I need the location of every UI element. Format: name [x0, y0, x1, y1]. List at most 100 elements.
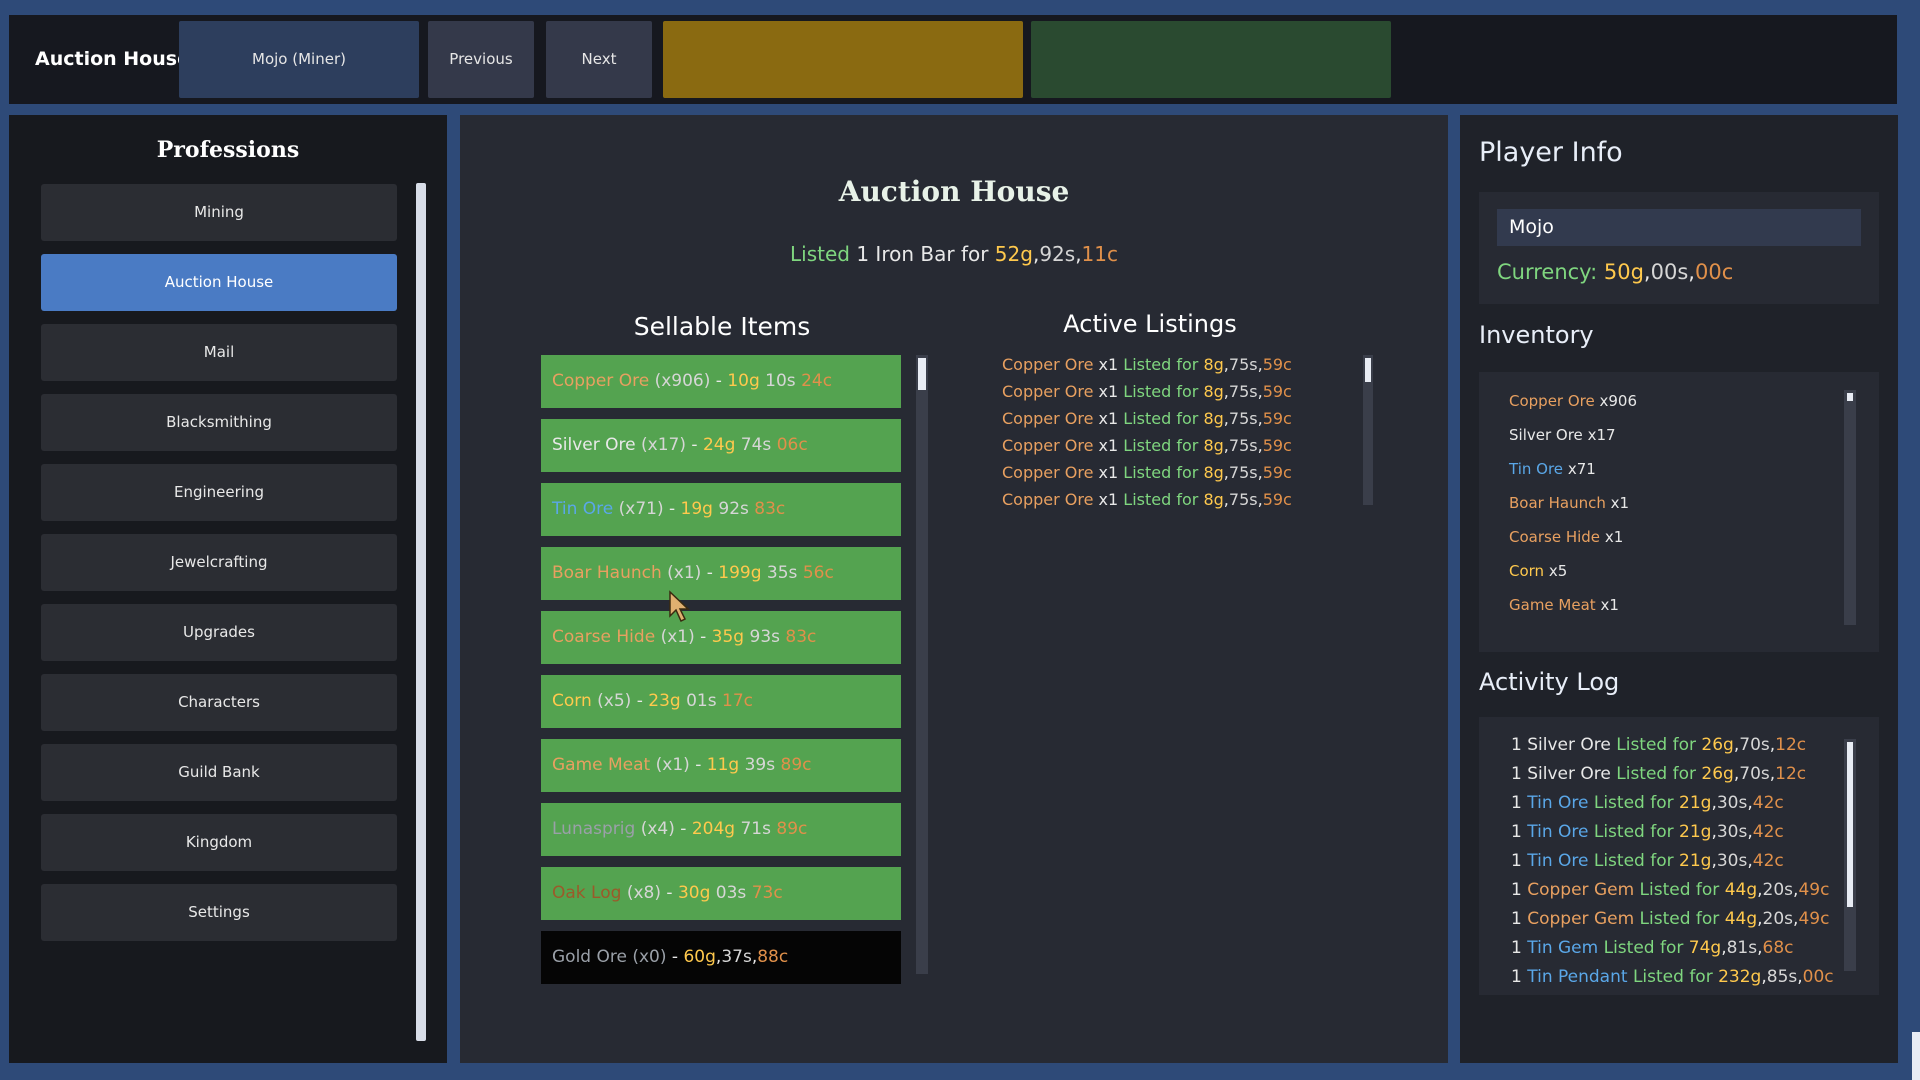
active-listing-status: Listed	[1123, 490, 1172, 509]
gold-block	[663, 21, 1023, 98]
activity-entry-status: Listed	[1639, 909, 1691, 929]
active-listing-row[interactable]: Copper Ore x1 Listed for 8g,75s,59c	[1002, 355, 1292, 374]
profession-item-engineering[interactable]: Engineering	[41, 464, 397, 521]
activity-entry-item: Copper Gem	[1527, 880, 1635, 900]
activity-entry-for: for	[1695, 880, 1720, 900]
sellable-scroll-thumb[interactable]	[918, 358, 926, 390]
profession-item-jewelcrafting[interactable]: Jewelcrafting	[41, 534, 397, 591]
professions-scrollbar[interactable]	[416, 183, 426, 1041]
activity-entry-copper: 12c	[1775, 764, 1807, 784]
active-listing-name: Copper Ore	[1002, 463, 1094, 482]
inventory-item[interactable]: Boar Haunch x1	[1509, 486, 1637, 520]
sellable-item[interactable]: Gold Ore (x0) - 60g,37s,88c	[541, 931, 901, 984]
next-button[interactable]: Next	[546, 21, 652, 98]
active-listing-silver: 75s	[1228, 490, 1258, 509]
sellable-item[interactable]: Coarse Hide (x1) - 35g 93s 83c	[541, 611, 901, 664]
profession-item-upgrades[interactable]: Upgrades	[41, 604, 397, 661]
activity-entry-gold: 21g	[1679, 851, 1712, 871]
activity-log-scroll-thumb[interactable]	[1847, 742, 1853, 907]
active-listing-silver: 75s	[1228, 409, 1258, 428]
professions-panel: Professions Mining Auction House Mail Black…	[9, 115, 447, 1063]
character-select-button[interactable]: Mojo (Miner)	[179, 21, 419, 98]
page-scrollbar[interactable]	[1912, 1032, 1920, 1080]
profession-item-kingdom[interactable]: Kingdom	[41, 814, 397, 871]
inventory-scroll-track[interactable]	[1844, 390, 1856, 625]
inventory-item[interactable]: Silver Ore x17	[1509, 418, 1637, 452]
active-listings-scroll-thumb[interactable]	[1365, 358, 1371, 382]
active-listing-row[interactable]: Copper Ore x1 Listed for 8g,75s,59c	[1002, 382, 1292, 401]
activity-entry-copper: 49c	[1798, 909, 1830, 929]
activity-entry-for: for	[1695, 909, 1720, 929]
listed-for: for	[960, 242, 989, 266]
sellable-item-name: Boar Haunch	[552, 563, 662, 583]
inventory-scroll-thumb[interactable]	[1847, 393, 1853, 401]
inventory-item-qty: x1	[1600, 596, 1619, 614]
activity-entry-item: Tin Gem	[1527, 938, 1599, 958]
activity-entry-item: Tin Pendant	[1527, 967, 1628, 987]
profession-item-blacksmithing[interactable]: Blacksmithing	[41, 394, 397, 451]
active-listing-for: for	[1176, 382, 1199, 401]
sellable-item[interactable]: Game Meat (x1) - 11g 39s 89c	[541, 739, 901, 792]
sellable-item[interactable]: Corn (x5) - 23g 01s 17c	[541, 675, 901, 728]
active-listing-row[interactable]: Copper Ore x1 Listed for 8g,75s,59c	[1002, 409, 1292, 428]
previous-button[interactable]: Previous	[428, 21, 534, 98]
sellable-item[interactable]: Boar Haunch (x1) - 199g 35s 56c	[541, 547, 901, 600]
activity-entry-copper: 12c	[1775, 735, 1807, 755]
sellable-item-silver: 37s	[721, 947, 752, 967]
profession-item-characters[interactable]: Characters	[41, 674, 397, 731]
sellable-item-copper: 56c	[802, 563, 834, 583]
active-listing-qty: x1	[1098, 436, 1119, 455]
inventory-item[interactable]: Copper Ore x906	[1509, 384, 1637, 418]
profession-item-settings[interactable]: Settings	[41, 884, 397, 941]
inventory-item-qty: x1	[1604, 528, 1624, 546]
sellable-item[interactable]: Lunasprig (x4) - 204g 71s 89c	[541, 803, 901, 856]
inventory-item[interactable]: Game Meat x1	[1509, 588, 1637, 622]
sellable-item-qty: (x4)	[640, 819, 675, 839]
sellable-item-copper: 83c	[785, 627, 817, 647]
profession-item-auction-house[interactable]: Auction House	[41, 254, 397, 311]
activity-entry-copper: 49c	[1798, 880, 1830, 900]
currency-gold: 50g	[1603, 260, 1644, 284]
sellable-item-gold: 23g	[648, 691, 681, 711]
activity-entry-qty: 1	[1511, 764, 1522, 784]
active-listing-gold: 8g	[1203, 409, 1224, 428]
inventory-item-qty: x1	[1610, 494, 1630, 512]
inventory-item[interactable]: Coarse Hide x1	[1509, 520, 1637, 554]
activity-entry-qty: 1	[1511, 793, 1522, 813]
active-listing-row[interactable]: Copper Ore x1 Listed for 8g,75s,59c	[1002, 463, 1292, 482]
sellable-item-name: Copper Ore	[552, 371, 650, 391]
activity-entry-copper: 68c	[1762, 938, 1794, 958]
activity-entry-qty: 1	[1511, 967, 1522, 987]
activity-log-entry: 1 Tin Pendant Listed for 232g,85s,00c	[1511, 967, 1834, 987]
sellable-item[interactable]: Copper Ore (x906) - 10g 10s 24c	[541, 355, 901, 408]
sellable-item[interactable]: Tin Ore (x71) - 19g 92s 83c	[541, 483, 901, 536]
sellable-item[interactable]: Oak Log (x8) - 30g 03s 73c	[541, 867, 901, 920]
activity-entry-status: Listed	[1632, 967, 1684, 987]
activity-entry-status: Listed	[1593, 793, 1645, 813]
active-listing-row[interactable]: Copper Ore x1 Listed for 8g,75s,59c	[1002, 490, 1292, 509]
profession-item-mail[interactable]: Mail	[41, 324, 397, 381]
activity-entry-silver: 30s	[1716, 822, 1748, 842]
activity-entry-silver: 81s	[1726, 938, 1758, 958]
active-listing-for: for	[1176, 490, 1199, 509]
inventory-item-name: Game Meat	[1509, 596, 1596, 614]
active-listing-row[interactable]: Copper Ore x1 Listed for 8g,75s,59c	[1002, 436, 1292, 455]
activity-entry-for: for	[1650, 851, 1674, 871]
profession-item-guild-bank[interactable]: Guild Bank	[41, 744, 397, 801]
active-listing-silver: 75s	[1228, 463, 1258, 482]
profession-item-mining[interactable]: Mining	[41, 184, 397, 241]
sellable-item[interactable]: Silver Ore (x17) - 24g 74s 06c	[541, 419, 901, 472]
active-listings-scroll-track[interactable]	[1363, 355, 1373, 505]
inventory-item[interactable]: Corn x5	[1509, 554, 1637, 588]
activity-entry-silver: 20s	[1762, 880, 1794, 900]
sellable-item-gold: 24g	[702, 435, 736, 455]
active-listing-status: Listed	[1123, 382, 1172, 401]
active-listing-name: Copper Ore	[1002, 436, 1094, 455]
sellable-scroll-track[interactable]	[916, 355, 928, 974]
sellable-item-qty: (x17)	[641, 435, 686, 455]
sellable-item-name: Silver Ore	[552, 435, 636, 455]
listed-copper: 11c	[1081, 242, 1118, 266]
listed-item: Iron Bar	[875, 242, 955, 266]
top-bar: Auction House Mojo (Miner) Previous Next	[9, 15, 1897, 104]
inventory-item[interactable]: Tin Ore x71	[1509, 452, 1637, 486]
